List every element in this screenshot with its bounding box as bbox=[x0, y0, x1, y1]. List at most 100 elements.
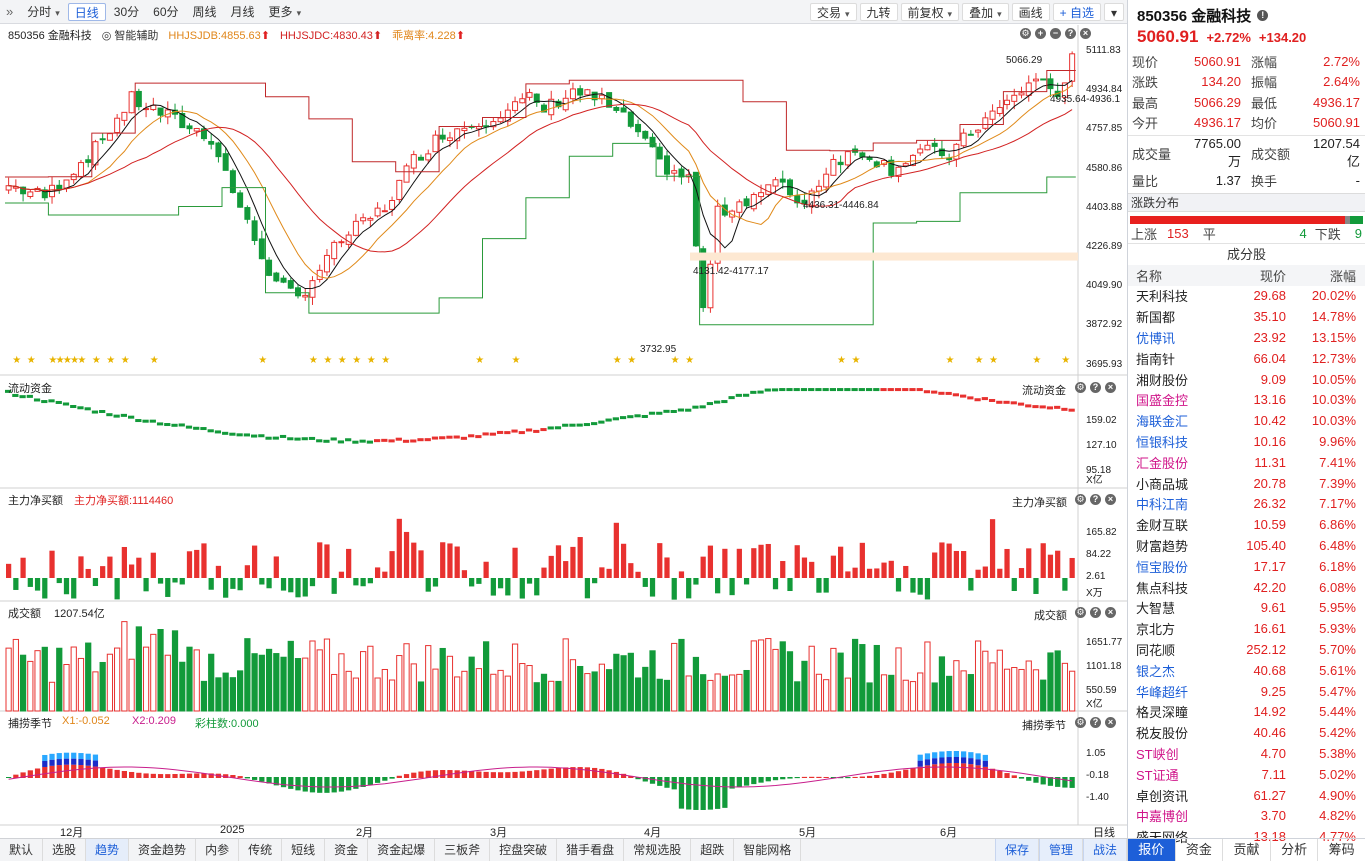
toolbar-fq-button[interactable]: 前复权 bbox=[900, 2, 960, 21]
cons-row[interactable]: 格灵深瞳 14.92 5.44% bbox=[1128, 701, 1365, 722]
indicator-tab-4[interactable]: 内参 bbox=[196, 839, 240, 861]
cons-name[interactable]: 国盛金控 bbox=[1136, 393, 1189, 409]
sidebar-tab-3[interactable]: 分析 bbox=[1271, 839, 1319, 861]
cons-name[interactable]: ST证通 bbox=[1136, 767, 1179, 783]
cons-row[interactable]: 新国都 35.10 14.78% bbox=[1128, 306, 1365, 327]
cons-row[interactable]: 国盛金控 13.16 10.03% bbox=[1128, 389, 1365, 410]
settings-icon[interactable]: ⚙ bbox=[1020, 28, 1031, 39]
sidebar-tab-2[interactable]: 贡献 bbox=[1223, 839, 1271, 861]
cons-row[interactable]: ST证通 7.11 5.02% bbox=[1128, 764, 1365, 785]
help-icon[interactable]: ? bbox=[1090, 494, 1101, 505]
close-icon[interactable]: × bbox=[1080, 28, 1091, 39]
indicator-tab-2[interactable]: 趋势 bbox=[86, 839, 130, 861]
close-icon[interactable]: × bbox=[1105, 494, 1116, 505]
zoom-out-icon[interactable]: − bbox=[1050, 28, 1061, 39]
indicator-tab-9[interactable]: 三板斧 bbox=[435, 839, 491, 861]
cons-name[interactable]: 格灵深瞳 bbox=[1136, 705, 1189, 721]
zoom-in-icon[interactable]: + bbox=[1035, 28, 1046, 39]
period-tab-daily[interactable]: 日线 bbox=[67, 2, 106, 21]
cons-row[interactable]: 中嘉博创 3.70 4.82% bbox=[1128, 805, 1365, 826]
toolbar-overlay-button[interactable]: 叠加 bbox=[962, 2, 1009, 21]
cons-name[interactable]: 湘财股份 bbox=[1136, 372, 1189, 388]
expand-icon[interactable]: » bbox=[6, 3, 14, 19]
col-price[interactable]: 现价 bbox=[1259, 268, 1286, 284]
cons-name[interactable]: 卓创资讯 bbox=[1136, 788, 1189, 804]
period-tab-timeshare[interactable]: 分时 bbox=[21, 3, 66, 21]
cons-row[interactable]: 海联金汇 10.42 10.03% bbox=[1128, 410, 1365, 431]
indicator-tab-5[interactable]: 传统 bbox=[239, 839, 283, 861]
cons-row[interactable]: 中科江南 26.32 7.17% bbox=[1128, 493, 1365, 514]
cons-name[interactable]: 优博讯 bbox=[1136, 330, 1176, 346]
cons-name[interactable]: 指南针 bbox=[1136, 351, 1176, 367]
cons-name[interactable]: 天利科技 bbox=[1136, 289, 1189, 305]
cons-row[interactable]: 优博讯 23.92 13.15% bbox=[1128, 327, 1365, 348]
indicator-tab-0[interactable]: 默认 bbox=[0, 839, 44, 861]
cons-row[interactable]: 华峰超纤 9.25 5.47% bbox=[1128, 681, 1365, 702]
bottom-action-2[interactable]: 战法 bbox=[1082, 839, 1127, 861]
cons-row[interactable]: 大智慧 9.61 5.95% bbox=[1128, 597, 1365, 618]
cons-name[interactable]: ST峡创 bbox=[1136, 746, 1179, 762]
cons-row[interactable]: ST峡创 4.70 5.38% bbox=[1128, 743, 1365, 764]
indicator-tab-11[interactable]: 猎手看盘 bbox=[557, 839, 625, 861]
cons-name[interactable]: 新国都 bbox=[1136, 310, 1176, 326]
indicator-tab-12[interactable]: 常规选股 bbox=[624, 839, 692, 861]
indicator-tab-3[interactable]: 资金趋势 bbox=[129, 839, 197, 861]
cons-row[interactable]: 汇金股份 11.31 7.41% bbox=[1128, 452, 1365, 473]
close-icon[interactable]: × bbox=[1105, 607, 1116, 618]
cons-row[interactable]: 小商品城 20.78 7.39% bbox=[1128, 473, 1365, 494]
help-icon[interactable]: ? bbox=[1065, 28, 1076, 39]
cons-row[interactable]: 税友股份 40.46 5.42% bbox=[1128, 722, 1365, 743]
sidebar-tab-1[interactable]: 资金 bbox=[1176, 839, 1224, 861]
col-pct[interactable]: 涨幅 bbox=[1329, 268, 1356, 284]
toolbar-addfav-button[interactable]: + 自选 bbox=[1052, 2, 1101, 21]
settings-icon[interactable]: ⚙ bbox=[1075, 717, 1086, 728]
period-tab-m60[interactable]: 60分 bbox=[153, 4, 179, 19]
cons-row[interactable]: 恒银科技 10.16 9.96% bbox=[1128, 431, 1365, 452]
bottom-action-0[interactable]: 保存 bbox=[994, 839, 1039, 861]
period-tab-more[interactable]: 更多 bbox=[263, 3, 308, 21]
chart-canvas[interactable]: ★ ★ ★ ★ ★ ★ ★ ★ ★ ★ ★ ★ ★ ★ ★ ★ ★ ★ ★ ★ ★ ★ ★ ★ ★ ★ ★ ★ ★ ★ ★ bbox=[0, 25, 1127, 838]
info-icon[interactable]: ! bbox=[1257, 10, 1269, 21]
cons-name[interactable]: 海联金汇 bbox=[1136, 414, 1189, 430]
settings-icon[interactable]: ⚙ bbox=[1075, 382, 1086, 393]
cons-name[interactable]: 中科江南 bbox=[1136, 497, 1189, 513]
assist-toggle[interactable]: ◎ 智能辅助 bbox=[101, 30, 159, 42]
indicator-tab-13[interactable]: 超跌 bbox=[691, 839, 735, 861]
help-icon[interactable]: ? bbox=[1090, 607, 1101, 618]
cons-name[interactable]: 财富趋势 bbox=[1136, 538, 1189, 554]
indicator-tab-1[interactable]: 选股 bbox=[43, 839, 87, 861]
toolbar-jiuzhuan-button[interactable]: 九转 bbox=[859, 2, 898, 21]
cons-row[interactable]: 银之杰 40.68 5.61% bbox=[1128, 660, 1365, 681]
cons-name[interactable]: 恒银科技 bbox=[1136, 434, 1189, 450]
cons-name[interactable]: 大智慧 bbox=[1136, 601, 1176, 617]
cons-row[interactable]: 财富趋势 105.40 6.48% bbox=[1128, 535, 1365, 556]
period-tab-weekly[interactable]: 周线 bbox=[192, 4, 217, 19]
cons-name[interactable]: 小商品城 bbox=[1136, 476, 1189, 492]
period-tab-m30[interactable]: 30分 bbox=[113, 4, 140, 19]
help-icon[interactable]: ? bbox=[1090, 717, 1101, 728]
cons-name[interactable]: 中嘉博创 bbox=[1136, 809, 1189, 825]
bottom-action-1[interactable]: 管理 bbox=[1038, 839, 1083, 861]
toolbar-menu-button[interactable]: ▾ bbox=[1103, 2, 1124, 21]
close-icon[interactable]: × bbox=[1105, 717, 1116, 728]
indicator-tab-8[interactable]: 资金起爆 bbox=[368, 839, 436, 861]
close-icon[interactable]: × bbox=[1105, 382, 1116, 393]
indicator-tab-6[interactable]: 短线 bbox=[282, 839, 326, 861]
help-icon[interactable]: ? bbox=[1090, 382, 1101, 393]
cons-name[interactable]: 京北方 bbox=[1136, 622, 1176, 638]
cons-row[interactable]: 卓创资讯 61.27 4.90% bbox=[1128, 785, 1365, 806]
toolbar-draw-button[interactable]: 画线 bbox=[1011, 2, 1050, 21]
cons-name[interactable]: 恒宝股份 bbox=[1136, 559, 1189, 575]
toolbar-trade-button[interactable]: 交易 bbox=[809, 2, 857, 21]
cons-row[interactable]: 焦点科技 42.20 6.08% bbox=[1128, 577, 1365, 598]
indicator-tab-10[interactable]: 控盘突破 bbox=[490, 839, 558, 861]
cons-name[interactable]: 汇金股份 bbox=[1136, 455, 1189, 471]
indicator-tab-7[interactable]: 资金 bbox=[325, 839, 369, 861]
cons-name[interactable]: 金财互联 bbox=[1136, 518, 1189, 534]
chart-area[interactable]: ★ ★ ★ ★ ★ ★ ★ ★ ★ ★ ★ ★ ★ ★ ★ ★ ★ ★ ★ ★ ★ ★ ★ ★ ★ ★ ★ ★ ★ ★ ★ 850356 金… bbox=[0, 25, 1127, 839]
cons-name[interactable]: 焦点科技 bbox=[1136, 580, 1189, 596]
settings-icon[interactable]: ⚙ bbox=[1075, 494, 1086, 505]
col-name[interactable]: 名称 bbox=[1136, 268, 1163, 284]
cons-row[interactable]: 指南针 66.04 12.73% bbox=[1128, 348, 1365, 369]
cons-row[interactable]: 天利科技 29.68 20.02% bbox=[1128, 286, 1365, 307]
